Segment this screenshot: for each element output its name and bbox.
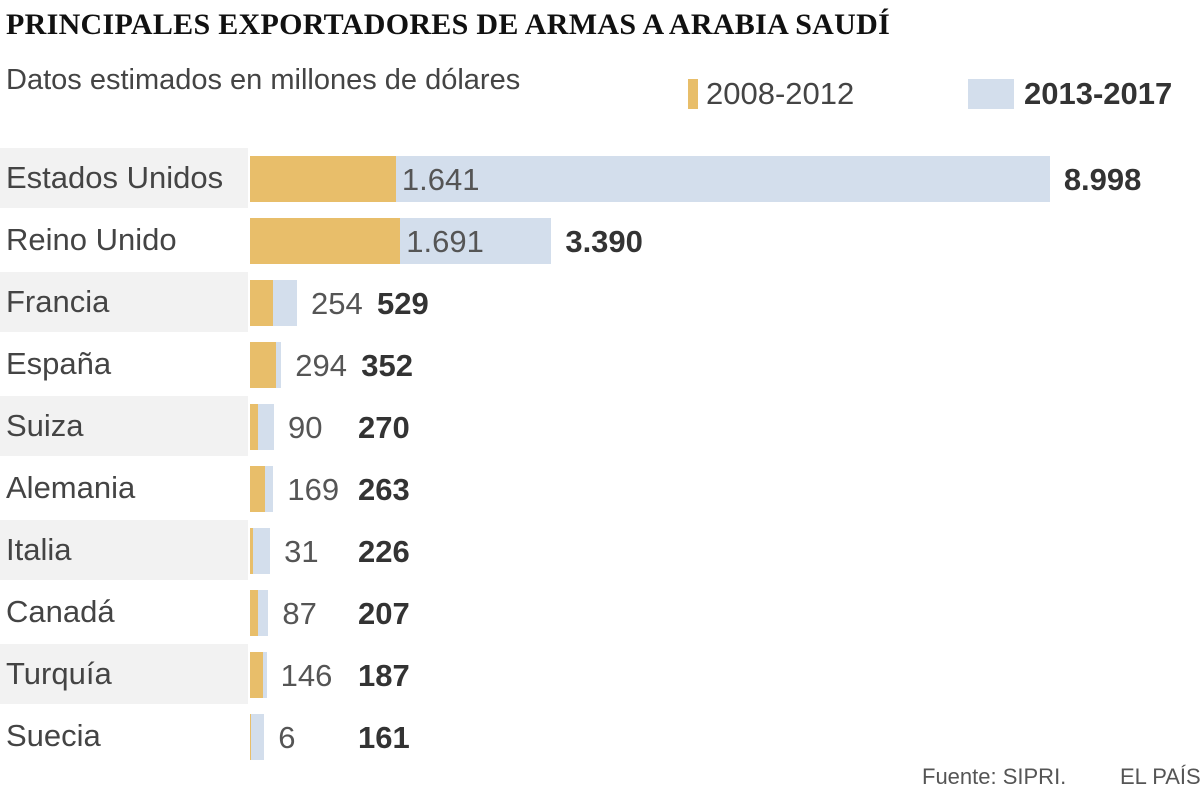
value-2013-2017-reino-unido: 3.390 xyxy=(565,224,643,259)
value-2008-2012-alemania: 169 xyxy=(287,472,340,507)
chart-subtitle: Datos estimados en millones de dólares xyxy=(6,64,521,96)
bar-2008-2012-francia xyxy=(250,280,273,326)
value-2013-2017-italia: 226 xyxy=(358,534,410,569)
value-2008-2012-suecia: 6 xyxy=(278,720,296,755)
category-label-francia: Francia xyxy=(6,284,110,319)
category-label-suecia: Suecia xyxy=(6,718,101,753)
category-label-suiza: Suiza xyxy=(6,408,84,443)
chart-title: PRINCIPALES EXPORTADORES DE ARMAS A ARAB… xyxy=(6,8,891,41)
legend-item-2008-2012: 2008-2012 xyxy=(688,76,854,112)
bar-2013-2017-suecia xyxy=(250,714,265,760)
bar-2008-2012-reino-unido xyxy=(250,218,401,264)
value-2008-2012-estados-unidos: 1.641 xyxy=(401,162,480,197)
bar-2008-2012-alemania xyxy=(250,466,266,512)
row-background-francia xyxy=(0,272,248,332)
legend-label-2013-2017: 2013-2017 xyxy=(1024,76,1173,111)
bar-2008-2012-estados-unidos xyxy=(250,156,396,202)
bar-2013-2017-italia xyxy=(250,528,271,574)
publisher-brand: EL PAÍS xyxy=(1120,764,1200,789)
value-2013-2017-francia: 529 xyxy=(377,286,429,321)
value-2013-2017-alemania: 263 xyxy=(358,472,410,507)
category-label-turquia: Turquía xyxy=(6,656,112,691)
value-2008-2012-canada: 87 xyxy=(282,596,317,631)
value-2013-2017-espana: 352 xyxy=(361,348,414,383)
value-2013-2017-estados-unidos: 8.998 xyxy=(1063,162,1142,197)
value-2013-2017-suiza: 270 xyxy=(358,410,410,445)
legend-swatch-2013-2017 xyxy=(968,79,1014,109)
category-label-canada: Canadá xyxy=(6,594,115,629)
row-background-italia xyxy=(0,520,248,580)
category-label-alemania: Alemania xyxy=(6,470,136,505)
row-background-suiza xyxy=(0,396,248,456)
bar-2008-2012-suiza xyxy=(250,404,258,450)
value-2013-2017-turquia: 187 xyxy=(358,658,410,693)
value-2008-2012-suiza: 90 xyxy=(288,410,323,445)
legend-item-2013-2017: 2013-2017 xyxy=(968,76,1172,112)
legend-swatch-2008-2012 xyxy=(688,79,698,109)
value-2008-2012-reino-unido: 1.691 xyxy=(406,224,484,259)
bar-2008-2012-suecia xyxy=(250,714,251,760)
row-background-turquia xyxy=(0,644,248,704)
value-2008-2012-francia: 254 xyxy=(311,286,363,321)
category-label-reino-unido: Reino Unido xyxy=(6,222,177,257)
value-2013-2017-canada: 207 xyxy=(358,596,410,631)
value-2008-2012-italia: 31 xyxy=(284,534,319,569)
row-background-estados-unidos xyxy=(0,148,248,208)
bar-2008-2012-canada xyxy=(250,590,258,636)
bar-2008-2012-espana xyxy=(250,342,277,388)
category-label-espana: España xyxy=(6,346,112,381)
value-2008-2012-espana: 294 xyxy=(295,348,348,383)
bar-2008-2012-italia xyxy=(250,528,253,574)
source-note: Fuente: SIPRI. xyxy=(922,764,1067,789)
value-2008-2012-turquia: 146 xyxy=(280,658,333,693)
category-label-italia: Italia xyxy=(6,532,72,567)
category-label-estados-unidos: Estados Unidos xyxy=(6,160,224,195)
legend-label-2008-2012: 2008-2012 xyxy=(706,76,855,111)
bar-2008-2012-turquia xyxy=(250,652,263,698)
value-2013-2017-suecia: 161 xyxy=(358,720,410,755)
